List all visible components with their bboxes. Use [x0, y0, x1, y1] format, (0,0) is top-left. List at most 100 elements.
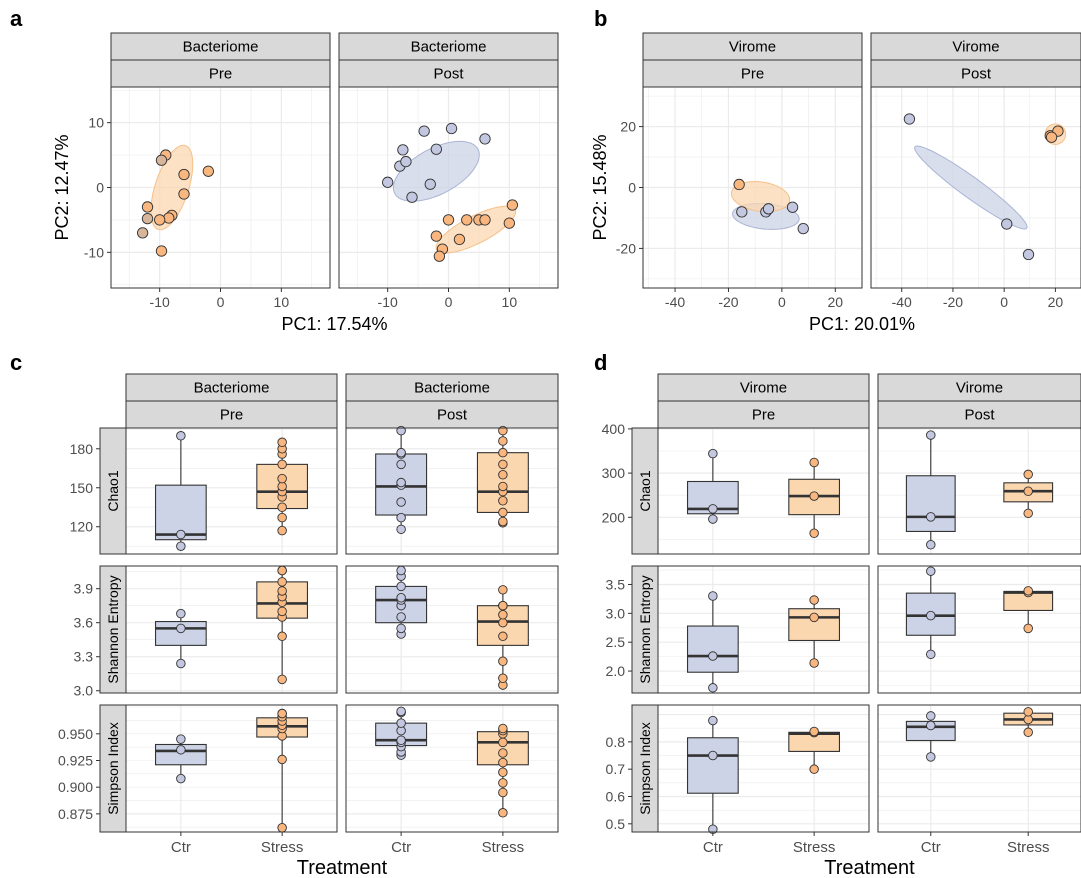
- plot-border: [877, 427, 1081, 555]
- data-point-stress: [277, 708, 287, 719]
- data-point-stress: [1023, 469, 1033, 480]
- row-strip-label: Chao1: [105, 470, 121, 511]
- plot-border: [877, 565, 1081, 694]
- data-point-ctr: [176, 529, 186, 540]
- data-point-stress: [277, 502, 287, 512]
- data-point-stress: [1023, 727, 1033, 738]
- data-point-ctr: [1001, 218, 1013, 230]
- facet-strip-sub: Pre: [220, 407, 243, 424]
- facet-strip-top: Virome: [956, 380, 1003, 397]
- data-point-ctr: [708, 750, 718, 761]
- data-point-ctr: [400, 155, 412, 168]
- data-point-ctr: [397, 144, 409, 156]
- facet-strip-sub-bg: [870, 59, 1081, 88]
- data-point-ctr: [903, 113, 916, 125]
- data-point-ctr: [176, 773, 186, 784]
- data-point-ctr: [396, 612, 406, 622]
- data-point-stress: [442, 214, 455, 226]
- x-tick-label: Stress: [1007, 839, 1050, 856]
- data-point-ctr: [396, 581, 406, 592]
- data-point-stress: [277, 586, 287, 596]
- facet-strip-top-bg: [125, 373, 338, 402]
- data-point-ctr: [926, 566, 936, 576]
- box-ctr: [905, 475, 956, 533]
- data-point-ctr: [1022, 248, 1035, 261]
- data-point-stress: [277, 674, 287, 685]
- data-point-stress: [277, 481, 287, 492]
- data-point-stress: [178, 188, 190, 200]
- data-point-stress: [498, 600, 508, 611]
- row-strip-label: Simpson Index: [637, 722, 653, 815]
- data-point-stress: [498, 470, 508, 480]
- data-point-ctr: [396, 524, 406, 535]
- y-tick-label: 3.3: [74, 649, 94, 665]
- data-point-stress: [277, 473, 287, 484]
- y-tick-label: 3.0: [606, 605, 626, 621]
- x-axis-title: PC1: 20.01%: [809, 314, 915, 334]
- data-point-stress: [277, 631, 287, 642]
- data-point-ctr: [176, 745, 186, 755]
- data-point-stress: [498, 808, 508, 818]
- data-point-ctr: [736, 206, 748, 218]
- data-point-stress: [277, 512, 287, 523]
- x-tick-label: -20: [943, 294, 963, 310]
- data-point-stress: [277, 565, 287, 576]
- data-point-ctr: [396, 447, 406, 458]
- data-point-ctr: [430, 143, 442, 155]
- data-point-stress: [154, 214, 166, 226]
- data-point-stress: [498, 436, 508, 446]
- y-tick-label: 2.5: [606, 634, 626, 650]
- data-point-stress: [498, 481, 508, 492]
- facet-strip-top: Bacteriome: [411, 39, 487, 56]
- plot-border: [125, 565, 338, 694]
- plot-border: [345, 427, 559, 555]
- data-point-stress: [1023, 486, 1033, 496]
- data-point-ctr: [708, 683, 718, 693]
- data-point-ctr: [926, 610, 936, 621]
- data-point-ctr: [708, 651, 718, 661]
- x-tick-label: 0: [217, 294, 225, 310]
- box-ctr: [686, 737, 739, 794]
- data-point-stress: [498, 610, 508, 620]
- facet-strip-sub: Post: [961, 66, 992, 83]
- y-tick-label: 3.6: [74, 615, 94, 631]
- row-strip-label: Simpson Index: [105, 722, 121, 815]
- data-point-ctr: [396, 477, 406, 488]
- facet-strip-sub-bg: [345, 400, 559, 429]
- data-point-stress: [498, 723, 508, 734]
- data-point-stress: [809, 528, 819, 538]
- data-point-ctr: [926, 539, 936, 550]
- data-point-stress: [498, 507, 508, 518]
- y-tick-label: 400: [602, 421, 626, 437]
- x-tick-label: -10: [378, 294, 398, 310]
- row-strip-label: Shannon Entropy: [105, 575, 121, 683]
- y-tick-label: 2.0: [606, 663, 626, 679]
- confidence-ellipse-ctr: [392, 140, 480, 202]
- data-point-stress: [809, 457, 819, 468]
- data-point-stress: [498, 447, 508, 458]
- box-ctr: [686, 625, 739, 673]
- data-point-stress: [430, 230, 442, 242]
- x-tick-label: Ctr: [921, 839, 941, 856]
- plot-border: [125, 427, 338, 555]
- plot-border: [345, 565, 559, 694]
- data-point-ctr: [396, 459, 406, 470]
- data-point-stress: [809, 726, 819, 737]
- data-point-stress: [433, 250, 446, 262]
- plot-border: [657, 565, 870, 694]
- data-point-stress: [498, 631, 508, 642]
- data-point-stress: [1023, 586, 1033, 596]
- x-tick-label: Ctr: [391, 839, 411, 856]
- y-tick-label: 3.9: [74, 581, 94, 597]
- data-point-stress: [479, 214, 491, 226]
- facet-strip-sub: Pre: [752, 407, 775, 424]
- plot-border: [870, 86, 1081, 289]
- data-point-ctr: [786, 201, 799, 213]
- data-point-stress: [498, 495, 508, 506]
- x-tick-label: Ctr: [171, 839, 191, 856]
- y-tick-label: 120: [70, 519, 94, 535]
- plot-border: [125, 704, 338, 833]
- data-point-ctr: [382, 176, 394, 188]
- data-point-stress: [498, 737, 508, 748]
